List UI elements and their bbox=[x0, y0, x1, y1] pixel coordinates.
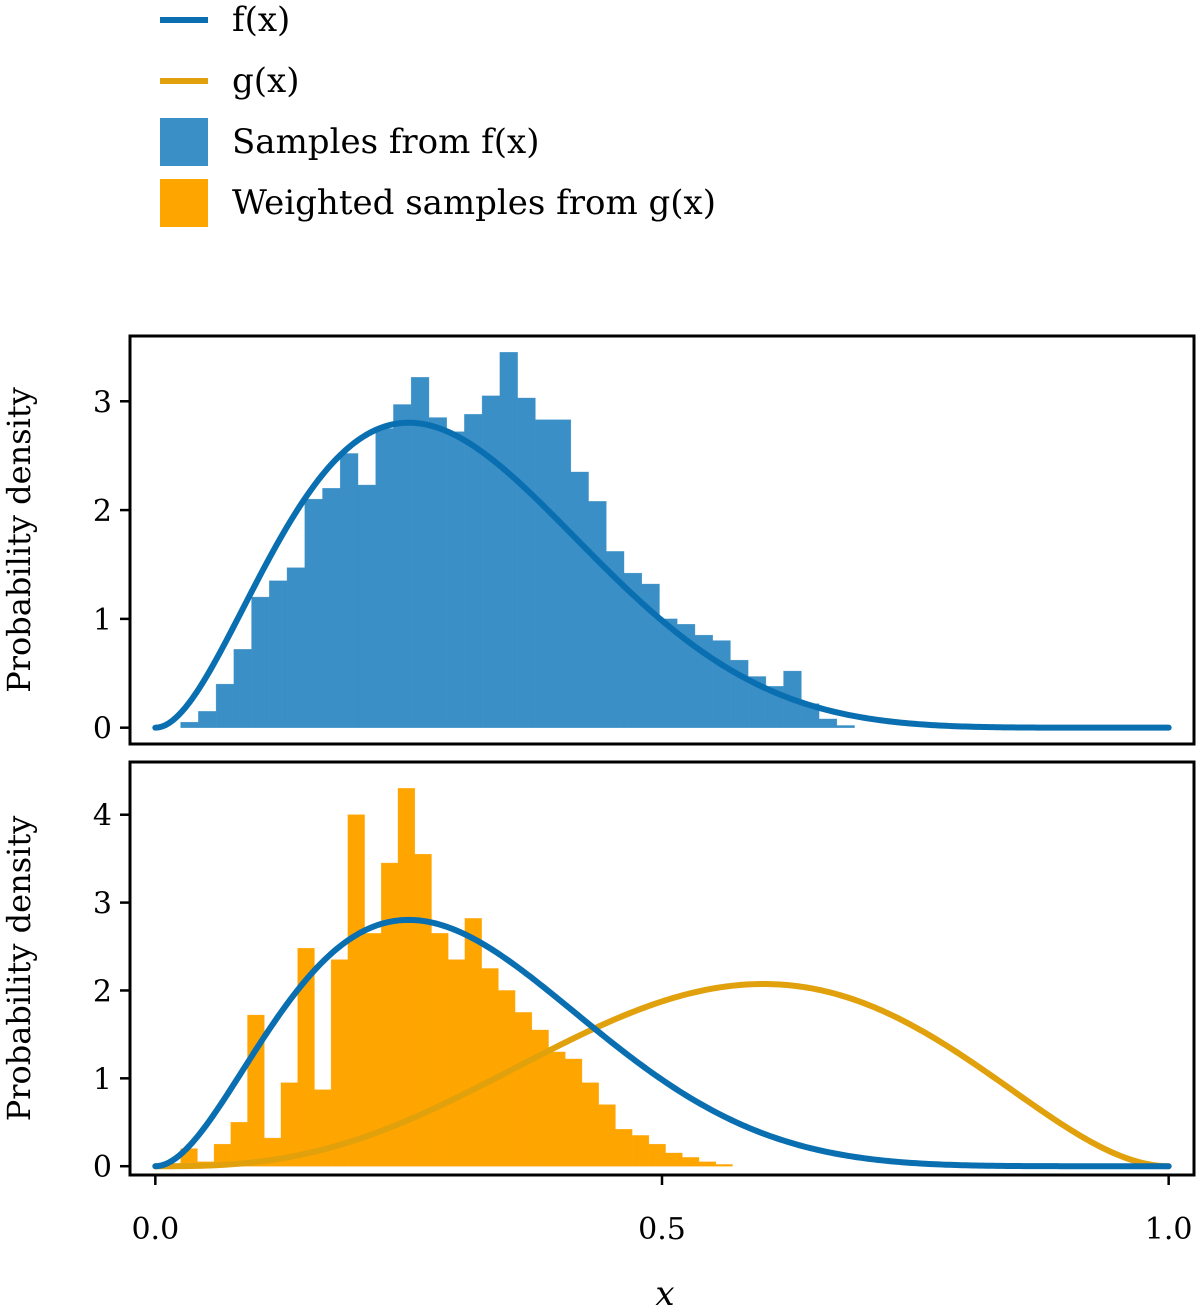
histogram-bar bbox=[397, 788, 416, 1167]
y-tick-label: 0 bbox=[93, 1150, 112, 1185]
plot-area bbox=[152, 788, 1172, 1170]
histogram-bar bbox=[215, 683, 235, 728]
y-tick-label: 2 bbox=[93, 974, 112, 1009]
histogram-bar bbox=[615, 1129, 633, 1167]
histogram-bar bbox=[375, 428, 394, 728]
histogram-bar bbox=[514, 1012, 533, 1167]
histogram-bar bbox=[230, 1121, 248, 1167]
histogram-bar bbox=[297, 947, 315, 1167]
histogram-bar bbox=[712, 640, 731, 728]
y-tick-label: 2 bbox=[93, 494, 112, 529]
histogram-bar bbox=[381, 862, 399, 1167]
histogram-bar bbox=[286, 567, 306, 728]
legend-label: Weighted samples from g(x) bbox=[232, 183, 716, 223]
histogram-bar bbox=[347, 814, 365, 1167]
histogram-bar bbox=[631, 1135, 650, 1167]
histogram-bar bbox=[552, 419, 572, 728]
histogram-bar bbox=[581, 1082, 599, 1167]
histogram-bar bbox=[180, 721, 199, 728]
histogram-bar bbox=[446, 431, 465, 728]
y-tick-label: 3 bbox=[93, 385, 112, 420]
g-curve-line bbox=[152, 981, 1172, 1170]
y-tick-label: 4 bbox=[93, 799, 112, 834]
histogram-bar bbox=[517, 397, 536, 728]
histogram-bar bbox=[564, 1058, 583, 1167]
histogram-bar bbox=[535, 419, 554, 728]
x-tick-label: 0.5 bbox=[638, 1212, 686, 1247]
legend-entry: g(x) bbox=[160, 61, 299, 101]
histogram-bar bbox=[499, 352, 518, 728]
histogram-bar bbox=[698, 1161, 717, 1167]
histogram-bar bbox=[464, 918, 482, 1167]
y-tick-label: 0 bbox=[93, 712, 112, 747]
axes-frame bbox=[128, 334, 1196, 746]
histogram-bar bbox=[410, 377, 430, 728]
legend-label: g(x) bbox=[232, 61, 299, 101]
legend-entry: f(x) bbox=[160, 0, 290, 40]
histogram-bar bbox=[481, 968, 499, 1167]
histogram-bar bbox=[648, 1143, 666, 1167]
histogram-bar bbox=[251, 596, 270, 728]
y-axis-label: Probability density bbox=[0, 387, 38, 693]
histogram-bar bbox=[428, 417, 447, 728]
histogram-bar bbox=[431, 933, 449, 1167]
histogram-bar bbox=[330, 959, 349, 1167]
f-curve-line bbox=[152, 916, 1172, 1170]
y-tick-label: 3 bbox=[93, 887, 112, 922]
x-tick-label: 0.0 bbox=[131, 1212, 179, 1247]
legend-label: Samples from f(x) bbox=[232, 122, 539, 162]
histogram-bar bbox=[570, 471, 589, 728]
histogram-bar bbox=[548, 1051, 566, 1167]
histogram-bar bbox=[818, 718, 838, 728]
histogram-bar bbox=[588, 501, 607, 728]
x-tick-label: 1.0 bbox=[1145, 1212, 1193, 1247]
legend-entry: Samples from f(x) bbox=[160, 118, 539, 166]
histogram-bar bbox=[269, 580, 288, 728]
histogram-bar bbox=[598, 1104, 616, 1167]
histogram-bar bbox=[357, 484, 377, 728]
histogram-bar bbox=[393, 404, 412, 728]
legend-label: f(x) bbox=[232, 0, 290, 40]
y-tick-label: 1 bbox=[93, 1062, 112, 1097]
histogram-bar bbox=[304, 498, 323, 728]
top-panel: 0 1 2 3 Probability density bbox=[0, 334, 1196, 747]
histogram-bar bbox=[322, 488, 341, 728]
histogram-bar bbox=[665, 1152, 683, 1167]
histogram-bar bbox=[198, 711, 217, 728]
histogram-bar bbox=[314, 1089, 332, 1167]
histogram-bar bbox=[659, 618, 678, 728]
legend-entry: Weighted samples from g(x) bbox=[160, 179, 716, 227]
histogram-bar bbox=[464, 414, 483, 728]
legend: f(x) g(x) Samples from f(x) Weighted sample… bbox=[160, 0, 716, 227]
plot-area bbox=[152, 352, 1172, 731]
f-curve-line bbox=[152, 419, 1172, 731]
legend-patch-swatch bbox=[160, 179, 208, 227]
y-axis-label: Probability density bbox=[0, 816, 38, 1122]
histogram-bar bbox=[836, 725, 855, 728]
x-axis-label: x bbox=[655, 1274, 674, 1310]
bottom-panel: 0 1 2 3 4 Probability density 0.0 0.5 1.0 x bbox=[0, 760, 1196, 1310]
histogram-bar bbox=[233, 649, 252, 728]
histogram-bar bbox=[681, 1157, 700, 1167]
histogram-bar bbox=[715, 1164, 733, 1167]
histogram-bar bbox=[339, 453, 359, 728]
y-tick-label: 1 bbox=[93, 603, 112, 638]
legend-patch-swatch bbox=[160, 118, 208, 166]
histogram-bar bbox=[447, 959, 466, 1167]
histogram-bar bbox=[481, 395, 501, 728]
